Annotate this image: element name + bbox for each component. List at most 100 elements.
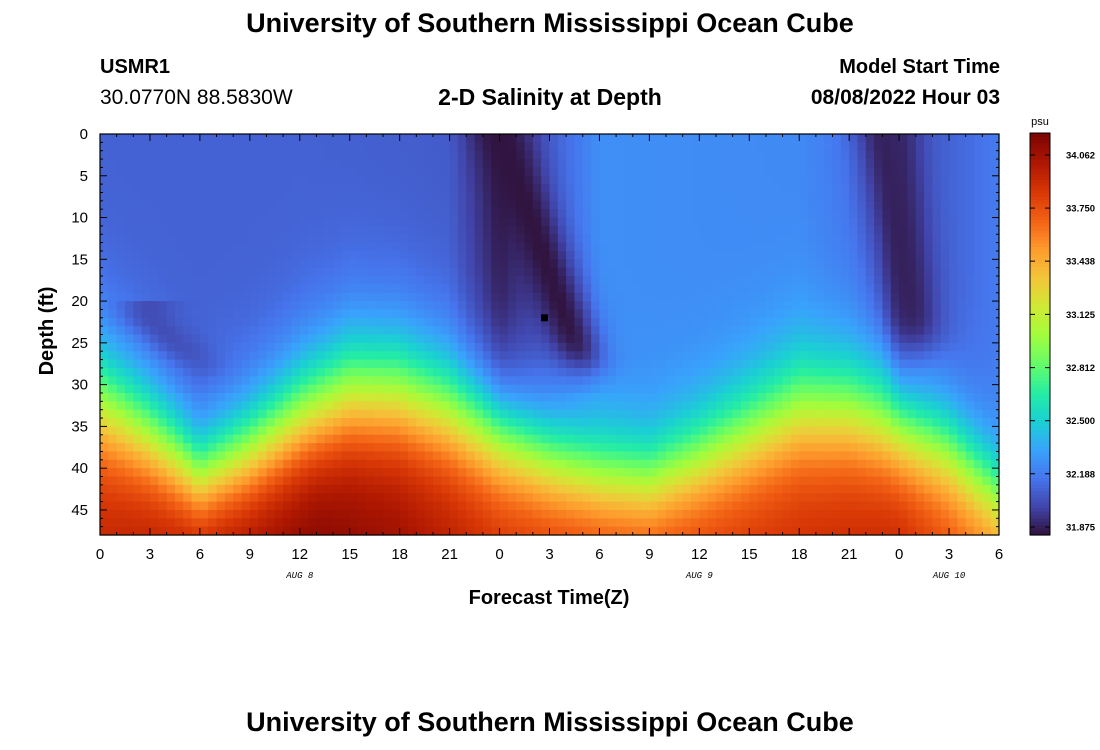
heatmap-cell: [383, 342, 392, 352]
heatmap-cell: [649, 284, 659, 294]
heatmap-cell: [441, 334, 451, 344]
heatmap-cell: [100, 359, 109, 369]
heatmap-cell: [358, 476, 367, 486]
heatmap-cell: [333, 142, 342, 152]
heatmap-cell: [449, 359, 459, 369]
heatmap-cell: [124, 384, 134, 394]
heatmap-cell: [124, 150, 134, 160]
heatmap-cell: [591, 159, 601, 169]
heatmap-cell: [333, 434, 342, 444]
heatmap-cell: [757, 409, 767, 419]
heatmap-cell: [366, 409, 376, 419]
heatmap-cell: [782, 476, 792, 486]
heatmap-cell: [291, 342, 301, 352]
heatmap-cell: [632, 351, 642, 361]
heatmap-cell: [291, 392, 301, 402]
heatmap-cell: [299, 351, 309, 361]
heatmap-cell: [432, 184, 442, 194]
heatmap-cell: [116, 317, 126, 327]
heatmap-cell: [133, 342, 143, 352]
heatmap-cell: [907, 134, 917, 143]
heatmap-cell: [133, 459, 143, 469]
heatmap-cell: [715, 317, 725, 327]
heatmap-cell: [666, 184, 675, 194]
heatmap-cell: [116, 409, 126, 419]
heatmap-cell: [374, 200, 384, 210]
heatmap-cell: [199, 367, 209, 377]
heatmap-cell: [890, 426, 900, 436]
heatmap-cell: [224, 150, 234, 160]
heatmap-cell: [940, 434, 950, 444]
heatmap-cell: [341, 501, 351, 511]
heatmap-cell: [532, 501, 542, 511]
heatmap-cell: [949, 250, 958, 260]
heatmap-cell: [740, 150, 750, 160]
heatmap-cell: [549, 200, 559, 210]
heatmap-cell: [566, 451, 576, 461]
heatmap-cell: [549, 359, 559, 369]
heatmap-cell: [124, 418, 134, 427]
heatmap-cell: [407, 184, 417, 194]
heatmap-cell: [482, 518, 492, 528]
heatmap-cell: [474, 150, 484, 160]
heatmap-cell: [124, 159, 134, 169]
heatmap-cell: [166, 242, 176, 252]
heatmap-cell: [199, 309, 209, 319]
heatmap-cell: [732, 184, 742, 194]
heatmap-cell: [715, 200, 725, 210]
heatmap-cell: [740, 326, 750, 336]
heatmap-cell: [915, 317, 925, 327]
heatmap-cell: [632, 484, 642, 494]
heatmap-cell: [657, 359, 667, 369]
heatmap-cell: [840, 409, 850, 419]
heatmap-cell: [682, 184, 692, 194]
heatmap-cell: [449, 351, 459, 361]
heatmap-cell: [715, 443, 725, 453]
heatmap-cell: [174, 409, 184, 419]
heatmap-cell: [491, 392, 501, 402]
heatmap-cell: [466, 426, 476, 436]
heatmap-cell: [799, 200, 809, 210]
heatmap-cell: [183, 384, 193, 394]
heatmap-cell: [824, 250, 834, 260]
heatmap-cell: [832, 493, 842, 503]
heatmap-cell: [266, 167, 276, 177]
heatmap-cell: [732, 167, 742, 177]
heatmap-cell: [807, 225, 817, 235]
heatmap-cell: [258, 326, 268, 336]
heatmap-cell: [832, 418, 842, 427]
heatmap-cell: [799, 409, 809, 419]
heatmap-cell: [191, 200, 201, 210]
heatmap-cell: [224, 359, 234, 369]
heatmap-cell: [899, 409, 909, 419]
heatmap-cell: [241, 359, 251, 369]
heatmap-cell: [474, 242, 484, 252]
heatmap-cell: [199, 267, 209, 277]
heatmap-cell: [732, 150, 742, 160]
heatmap-cell: [108, 451, 118, 461]
heatmap-cell: [882, 317, 892, 327]
heatmap-cell: [391, 242, 401, 252]
heatmap-cell: [316, 493, 326, 503]
heatmap-cell: [416, 276, 426, 285]
heatmap-cell: [857, 509, 867, 519]
heatmap-cell: [932, 476, 942, 486]
heatmap-cell: [191, 426, 201, 436]
heatmap-cell: [383, 259, 392, 269]
heatmap-cell: [549, 334, 559, 344]
heatmap-cell: [524, 501, 534, 511]
heatmap-cell: [266, 468, 276, 478]
heatmap-cell: [607, 409, 617, 419]
heatmap-cell: [266, 342, 276, 352]
heatmap-cell: [832, 501, 842, 511]
heatmap-cell: [599, 175, 609, 185]
heatmap-cell: [449, 342, 459, 352]
heatmap-cell: [824, 167, 834, 177]
heatmap-cell: [183, 392, 193, 402]
heatmap-cell: [133, 250, 143, 260]
heatmap-cell: [216, 317, 226, 327]
heatmap-cell: [957, 451, 967, 461]
heatmap-cell: [691, 234, 700, 244]
heatmap-cell: [424, 192, 434, 202]
heatmap-cell: [407, 401, 417, 411]
